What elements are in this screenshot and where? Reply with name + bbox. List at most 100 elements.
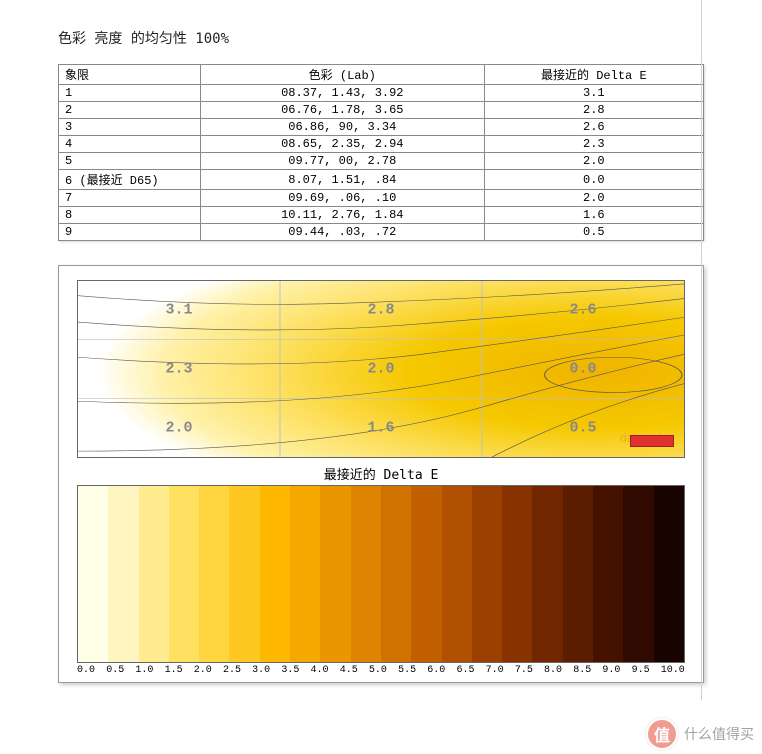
col-quadrant: 象限 bbox=[59, 65, 201, 85]
cell-delta-e: 0.0 bbox=[484, 170, 703, 190]
table-row: 408.65, 2.35, 2.942.3 bbox=[59, 136, 704, 153]
cell-quadrant: 1 bbox=[59, 85, 201, 102]
uniformity-table: 象限 色彩 (Lab) 最接近的 Delta E 108.37, 1.43, 3… bbox=[58, 64, 704, 241]
cell-lab: 09.44, .03, .72 bbox=[200, 224, 484, 241]
cell-lab: 09.69, .06, .10 bbox=[200, 190, 484, 207]
table-row: 709.69, .06, .102.0 bbox=[59, 190, 704, 207]
scale-segment bbox=[108, 486, 138, 662]
cell-lab: 06.86, 90, 3.34 bbox=[200, 119, 484, 136]
cell-quadrant: 6 (最接近 D65) bbox=[59, 170, 201, 190]
table-row: 306.86, 90, 3.342.6 bbox=[59, 119, 704, 136]
scale-segment bbox=[472, 486, 502, 662]
scale-tick-label: 6.5 bbox=[456, 665, 474, 676]
scale-segment bbox=[351, 486, 381, 662]
cell-delta-e: 2.6 bbox=[484, 119, 703, 136]
scale-tick-label: 5.0 bbox=[369, 665, 387, 676]
scale-segment bbox=[381, 486, 411, 662]
cell-quadrant: 8 bbox=[59, 207, 201, 224]
scale-tick-label: 9.5 bbox=[632, 665, 650, 676]
cell-delta-e: 1.6 bbox=[484, 207, 703, 224]
cell-quadrant: 2 bbox=[59, 102, 201, 119]
cell-value-label: 3.1 bbox=[165, 302, 192, 319]
scale-tick-label: 5.5 bbox=[398, 665, 416, 676]
scale-tick-label: 2.0 bbox=[194, 665, 212, 676]
cell-value-label: 1.6 bbox=[367, 419, 394, 436]
contour-chart: datacolor 3.12.82.62.32.00.02.01.60.5 最接… bbox=[58, 265, 704, 683]
scale-segment bbox=[320, 486, 350, 662]
table-row: 6 (最接近 D65) 8.07, 1.51, .840.0 bbox=[59, 170, 704, 190]
cell-quadrant: 4 bbox=[59, 136, 201, 153]
scale-segment bbox=[229, 486, 259, 662]
report-body: 色彩 亮度 的均匀性 100% 象限 色彩 (Lab) 最接近的 Delta E… bbox=[0, 0, 762, 693]
scale-tick-label: 0.5 bbox=[106, 665, 124, 676]
cell-lab: 06.76, 1.78, 3.65 bbox=[200, 102, 484, 119]
cell-value-label: 2.3 bbox=[165, 361, 192, 378]
scale-tick-label: 8.0 bbox=[544, 665, 562, 676]
scale-segment bbox=[78, 486, 108, 662]
cell-delta-e: 2.0 bbox=[484, 190, 703, 207]
scale-tick-label: 6.0 bbox=[427, 665, 445, 676]
cell-delta-e: 3.1 bbox=[484, 85, 703, 102]
scale-segment bbox=[139, 486, 169, 662]
cell-quadrant: 3 bbox=[59, 119, 201, 136]
scale-tick-label: 9.0 bbox=[602, 665, 620, 676]
scale-segment bbox=[623, 486, 653, 662]
cell-delta-e: 0.5 bbox=[484, 224, 703, 241]
cell-lab: 10.11, 2.76, 1.84 bbox=[200, 207, 484, 224]
scale-tick-label: 7.5 bbox=[515, 665, 533, 676]
cell-value-label: 0.5 bbox=[569, 419, 596, 436]
table-row: 810.11, 2.76, 1.841.6 bbox=[59, 207, 704, 224]
scale-segment bbox=[169, 486, 199, 662]
scale-tick-label: 2.5 bbox=[223, 665, 241, 676]
cell-value-label: 2.8 bbox=[367, 302, 394, 319]
side-rule bbox=[701, 0, 702, 700]
cell-delta-e: 2.0 bbox=[484, 153, 703, 170]
site-watermark-text: 什么值得买 bbox=[684, 724, 754, 744]
cell-quadrant: 7 bbox=[59, 190, 201, 207]
site-badge-icon: 值 bbox=[646, 718, 678, 750]
scale-tick-label: 3.5 bbox=[281, 665, 299, 676]
scale-tick-label: 1.0 bbox=[135, 665, 153, 676]
scale-title: 最接近的 Delta E bbox=[77, 464, 685, 483]
scale-tick-label: 3.0 bbox=[252, 665, 270, 676]
scale-segment bbox=[654, 486, 684, 662]
cell-quadrant: 5 bbox=[59, 153, 201, 170]
cell-delta-e: 2.8 bbox=[484, 102, 703, 119]
table-header-row: 象限 色彩 (Lab) 最接近的 Delta E bbox=[59, 65, 704, 85]
cell-lab: 8.07, 1.51, .84 bbox=[200, 170, 484, 190]
site-watermark: 值 什么值得买 bbox=[646, 718, 754, 750]
scale-segment bbox=[290, 486, 320, 662]
cell-lab: 08.37, 1.43, 3.92 bbox=[200, 85, 484, 102]
red-swatch bbox=[630, 435, 674, 447]
scale-segment bbox=[442, 486, 472, 662]
table-row: 509.77, 00, 2.782.0 bbox=[59, 153, 704, 170]
col-lab: 色彩 (Lab) bbox=[200, 65, 484, 85]
cell-lab: 09.77, 00, 2.78 bbox=[200, 153, 484, 170]
color-scale-bar bbox=[77, 485, 685, 663]
scale-segment bbox=[411, 486, 441, 662]
cell-value-label: 2.6 bbox=[569, 302, 596, 319]
heatmap-area: datacolor 3.12.82.62.32.00.02.01.60.5 bbox=[77, 280, 685, 458]
cell-value-label: 0.0 bbox=[569, 361, 596, 378]
cell-value-label: 2.0 bbox=[367, 361, 394, 378]
scale-tick-label: 7.0 bbox=[486, 665, 504, 676]
scale-tick-label: 4.5 bbox=[340, 665, 358, 676]
color-scale-labels: 0.00.51.01.52.02.53.03.54.04.55.05.56.06… bbox=[77, 665, 685, 676]
cell-value-label: 2.0 bbox=[165, 419, 192, 436]
scale-tick-label: 4.0 bbox=[311, 665, 329, 676]
cell-lab: 08.65, 2.35, 2.94 bbox=[200, 136, 484, 153]
scale-segment bbox=[593, 486, 623, 662]
page-title: 色彩 亮度 的均匀性 100% bbox=[58, 28, 704, 48]
scale-tick-label: 10.0 bbox=[661, 665, 685, 676]
cell-quadrant: 9 bbox=[59, 224, 201, 241]
scale-tick-label: 8.5 bbox=[573, 665, 591, 676]
scale-segment bbox=[532, 486, 562, 662]
scale-segment bbox=[563, 486, 593, 662]
col-delta-e: 最接近的 Delta E bbox=[484, 65, 703, 85]
scale-tick-label: 0.0 bbox=[77, 665, 95, 676]
table-row: 206.76, 1.78, 3.652.8 bbox=[59, 102, 704, 119]
table-row: 108.37, 1.43, 3.923.1 bbox=[59, 85, 704, 102]
scale-segment bbox=[502, 486, 532, 662]
cell-delta-e: 2.3 bbox=[484, 136, 703, 153]
table-row: 909.44, .03, .720.5 bbox=[59, 224, 704, 241]
